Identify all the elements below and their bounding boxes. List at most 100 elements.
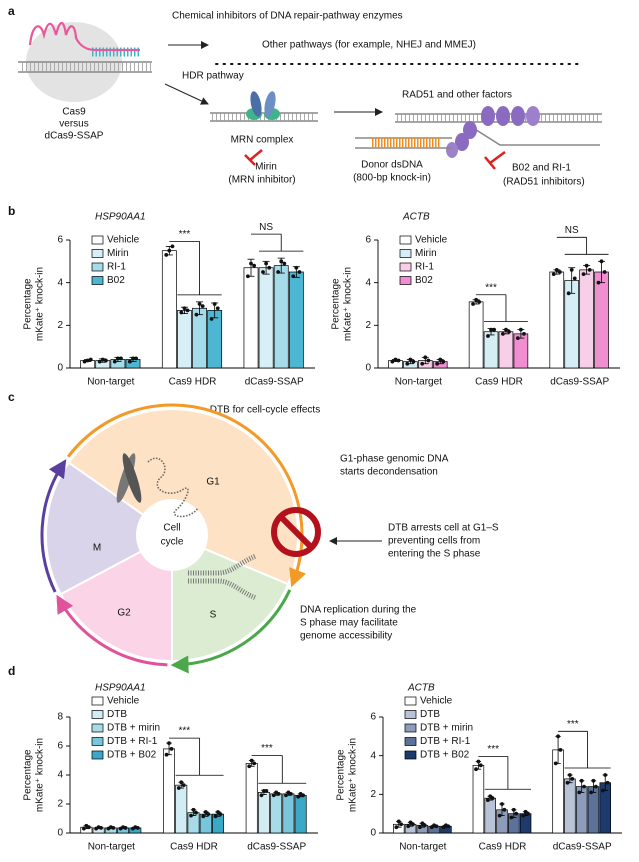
data-point: [201, 814, 206, 819]
y-tick-label: 6: [365, 235, 371, 246]
y-axis-label: mKate⁺ knock-in: [35, 267, 46, 341]
x-tick-label: dCas9-SSAP: [247, 842, 306, 853]
data-point: [565, 780, 570, 785]
data-point: [572, 276, 577, 281]
chart-title: HSP90AA1: [95, 683, 146, 694]
data-point: [476, 759, 481, 764]
data-point: [556, 734, 560, 739]
data-point: [99, 826, 103, 830]
legend-swatch: [399, 235, 412, 245]
data-point: [553, 761, 558, 766]
data-point: [577, 790, 582, 795]
data-point: [497, 813, 502, 818]
data-point: [134, 356, 138, 361]
bar: [549, 271, 565, 369]
data-point: [189, 813, 193, 818]
data-point: [135, 826, 140, 830]
label: HDR pathway: [182, 71, 244, 82]
label: DTB for cell-cycle effects: [210, 405, 320, 416]
legend-label: B02: [107, 275, 125, 286]
significance-label: ***: [487, 744, 499, 755]
data-point: [587, 267, 592, 272]
replication-fork: [188, 553, 257, 601]
phase-label: S: [210, 610, 217, 621]
data-point: [100, 357, 105, 362]
legend-label: DTB: [107, 709, 127, 720]
data-point: [507, 329, 511, 334]
data-point: [103, 358, 108, 363]
data-point: [282, 261, 287, 266]
inhibitor-symbol: [484, 150, 506, 170]
y-tick-label: 2: [57, 320, 63, 331]
data-point: [164, 253, 169, 257]
label: Cas9: [62, 107, 86, 118]
rad51: [481, 106, 495, 126]
data-point: [185, 308, 190, 313]
y-axis-label: Percentage: [336, 749, 347, 801]
phase-arrow: [66, 403, 307, 588]
bar: [483, 331, 499, 369]
data-point: [170, 244, 175, 249]
data-point: [249, 758, 254, 763]
legend-label: RI-1: [107, 262, 126, 273]
significance-bracket: [478, 756, 531, 790]
data-point: [267, 265, 272, 270]
significance-label: NS: [259, 222, 273, 233]
data-point: [123, 826, 128, 830]
phase-arrow: [56, 594, 168, 667]
y-tick-label: 8: [57, 712, 63, 723]
bar: [192, 307, 207, 369]
label: RAD51 and other factors: [402, 90, 512, 101]
data-point: [181, 783, 186, 788]
x-tick-label: dCas9-SSAP: [245, 377, 304, 388]
legend-swatch: [399, 276, 412, 285]
bar: [270, 793, 283, 834]
data-point: [558, 747, 563, 752]
data-point: [502, 807, 507, 812]
chart-title: ACTB: [407, 683, 435, 694]
data-point: [399, 822, 404, 827]
legend-label: Mirin: [415, 248, 437, 259]
data-point: [252, 761, 257, 766]
data-point: [591, 778, 596, 783]
phase-arrow: [170, 589, 292, 674]
data-point: [521, 813, 526, 818]
bar: [498, 331, 514, 369]
data-point: [115, 356, 120, 361]
bar: [163, 748, 175, 834]
data-point: [85, 358, 90, 363]
legend-swatch: [91, 696, 104, 706]
data-point: [276, 270, 281, 274]
panel-label: d: [8, 664, 15, 678]
label: Other pathways (for example, NHEJ and MM…: [262, 40, 476, 51]
y-tick-label: 2: [365, 320, 371, 331]
data-point: [485, 798, 490, 803]
significance-bracket: [169, 737, 224, 776]
phase-label: G1: [206, 477, 220, 488]
data-point: [490, 796, 495, 801]
rad51: [455, 133, 469, 151]
significance-label: NS: [565, 225, 579, 236]
label: (RAD51 inhibitors): [503, 177, 585, 188]
data-point: [82, 359, 87, 364]
legend-swatch: [91, 737, 104, 746]
x-tick-label: Cas9 HDR: [475, 377, 523, 388]
data-point: [249, 261, 253, 266]
data-point: [261, 270, 265, 274]
bar: [564, 778, 576, 834]
panel-c: DTB for cell-cycle effects G1 S G2 M Cell cyc…: [40, 403, 499, 674]
y-axis-label: mKate⁺ knock-in: [348, 738, 359, 812]
data-point: [554, 267, 559, 272]
label: dCas9-SSAP: [45, 131, 104, 142]
data-point: [259, 793, 264, 798]
bar: [472, 764, 485, 834]
data-point: [589, 790, 593, 795]
legend-swatch: [91, 710, 104, 719]
x-tick-label: dCas9-SSAP: [553, 842, 612, 853]
data-point: [405, 361, 410, 366]
x-tick-label: Non-target: [87, 377, 134, 388]
legend-label: Mirin: [107, 248, 129, 259]
data-point: [420, 361, 425, 366]
significance-bracket: [558, 730, 611, 769]
data-point: [209, 317, 214, 321]
